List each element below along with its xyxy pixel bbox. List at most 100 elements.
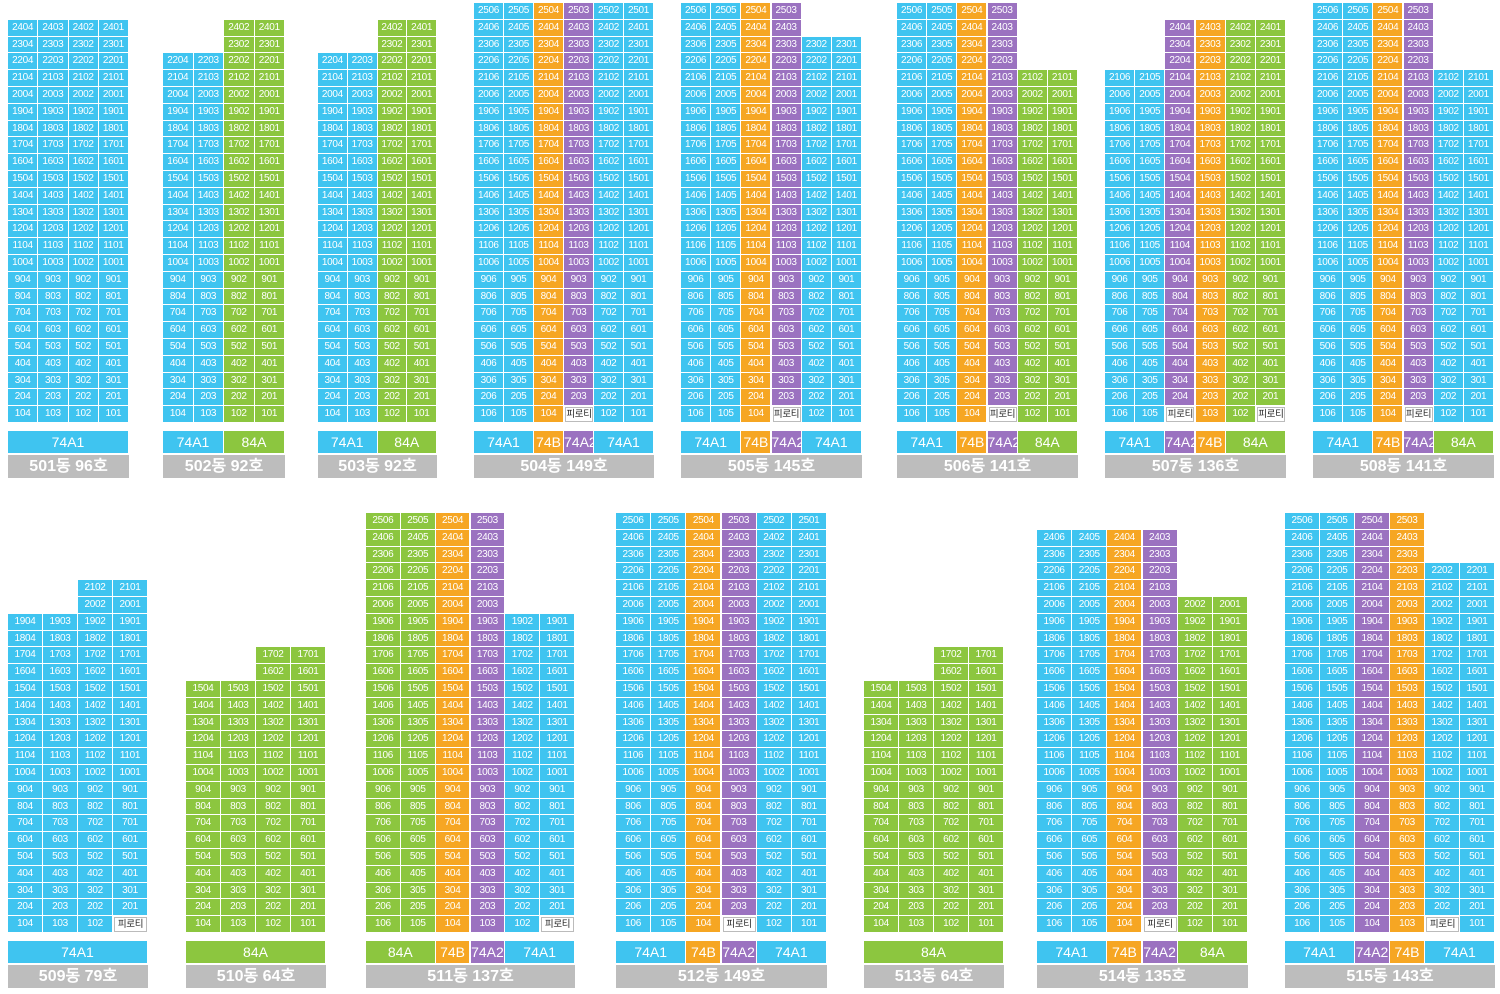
unit-cell: 2503 [987, 3, 1018, 20]
unit-cell: 902 [801, 271, 832, 289]
unit-cell: 506 [1285, 849, 1320, 866]
unit-cell: 906 [897, 271, 928, 289]
unit-cell: 302 [256, 882, 291, 900]
unit-cell: 801 [791, 798, 827, 816]
unit-cell: 104 [741, 406, 772, 423]
unit-cell: 1704 [534, 137, 564, 155]
unit-cell: 2505 [400, 513, 436, 530]
unit-cell: 1403 [1403, 187, 1434, 205]
unit-cell: 101 [791, 916, 827, 933]
unit-cell: 902 [934, 781, 969, 799]
unit-cell: 104 [534, 406, 564, 423]
unit-cell: 1701 [254, 137, 285, 155]
unit-cell: 1002 [224, 255, 255, 272]
unit-cell: 701 [540, 815, 575, 833]
unit-cell: 1402 [756, 697, 792, 715]
unit-cell: 2206 [897, 53, 928, 71]
unit-cell: 401 [791, 865, 827, 883]
unit-cell: 1601 [791, 664, 827, 681]
unit-cell: 803 [38, 288, 69, 306]
unit-cell: 1904 [686, 613, 722, 631]
unit-cell: 1103 [38, 238, 69, 255]
unit-cell: 902 [1017, 271, 1048, 289]
unit-cell: 1003 [564, 255, 594, 272]
unit-type-label: 74A1 [801, 431, 862, 453]
unit-cell: 101 [1212, 916, 1248, 933]
unit-cell: 106 [1285, 916, 1320, 933]
unit-cell: 701 [291, 815, 326, 833]
unit-cell: 502 [934, 849, 969, 866]
unit-cell: 905 [711, 271, 742, 289]
unit-cell: 904 [864, 781, 899, 799]
unit-cell: 2203 [347, 53, 378, 71]
unit-cell: 404 [864, 865, 899, 883]
unit-cell: 602 [934, 832, 969, 849]
unit-cell: 202 [78, 899, 113, 917]
unit-cell: 2306 [366, 546, 401, 564]
unit-cell: 203 [470, 899, 506, 917]
unit-cell: 1202 [594, 221, 624, 239]
unit-cell: 201 [1255, 389, 1286, 407]
unit-cell: 1505 [927, 171, 958, 188]
unit-cell: 1101 [291, 748, 326, 765]
unit-cell: 406 [474, 355, 504, 373]
unit-cell: 904 [8, 271, 39, 289]
unit-cell: 1604 [957, 154, 988, 171]
unit-cell: 1605 [711, 154, 742, 171]
unit-cell: 1404 [1107, 697, 1143, 715]
unit-cell: 301 [1212, 882, 1248, 900]
unit-cell: 2406 [1037, 529, 1073, 547]
unit-cell: 303 [347, 372, 378, 390]
unit-cell: 1902 [756, 613, 792, 631]
unit-cell: 805 [927, 288, 958, 306]
unit-cell: 1302 [1225, 204, 1256, 222]
unit-cell: 703 [899, 815, 934, 833]
unit-cell: 704 [1355, 815, 1390, 833]
unit-cell: 1105 [1072, 748, 1108, 765]
unit-cell: 2405 [651, 529, 687, 547]
unit-cell: 802 [756, 798, 792, 816]
unit-cell: 2406 [474, 19, 504, 37]
unit-cell: 1704 [1165, 137, 1196, 155]
piloti-cell: 피로티 [988, 407, 1017, 422]
unit-cell: 1601 [831, 154, 862, 171]
unit-cell: 903 [771, 271, 802, 289]
unit-type-label: 84A [366, 941, 436, 963]
unit-type-label: 74B [1390, 941, 1425, 963]
unit-cell: 2201 [831, 53, 862, 71]
unit-cell: 305 [927, 372, 958, 390]
unit-cell: 305 [1343, 372, 1374, 390]
unit-cell: 1303 [38, 204, 69, 222]
unit-cell: 1701 [540, 647, 575, 665]
unit-cell: 2504 [1355, 513, 1390, 530]
unit-cell: 2104 [435, 580, 471, 597]
unit-cell: 704 [957, 305, 988, 323]
unit-cell: 1702 [78, 647, 113, 665]
unit-cell: 2103 [38, 70, 69, 87]
unit-cell: 602 [1425, 832, 1460, 849]
unit-cell: 404 [1107, 865, 1143, 883]
unit-cell: 1402 [1177, 697, 1213, 715]
unit-cell: 206 [474, 389, 504, 407]
unit-cell: 2404 [1355, 529, 1390, 547]
unit-cell: 404 [186, 865, 221, 883]
unit-cell: 702 [756, 815, 792, 833]
unit-cell: 504 [186, 849, 221, 866]
unit-cell: 2304 [435, 546, 471, 564]
unit-cell: 104 [163, 406, 194, 423]
unit-cell: 2306 [1313, 36, 1344, 54]
unit-cell: 606 [897, 322, 928, 339]
unit-cell: 406 [681, 355, 712, 373]
unit-cell: 703 [1390, 815, 1425, 833]
unit-cell: 2303 [987, 36, 1018, 54]
unit-cell: 302 [1225, 372, 1256, 390]
unit-cell: 1602 [1017, 154, 1048, 171]
unit-cell: 402 [256, 865, 291, 883]
unit-cell: 1903 [721, 613, 757, 631]
unit-cell: 1803 [43, 630, 78, 648]
unit-cell: 2505 [651, 513, 687, 530]
unit-cell: 2005 [651, 597, 687, 614]
unit-cell: 302 [505, 882, 541, 900]
unit-cell: 502 [594, 339, 624, 356]
unit-cell: 2401 [98, 19, 129, 37]
